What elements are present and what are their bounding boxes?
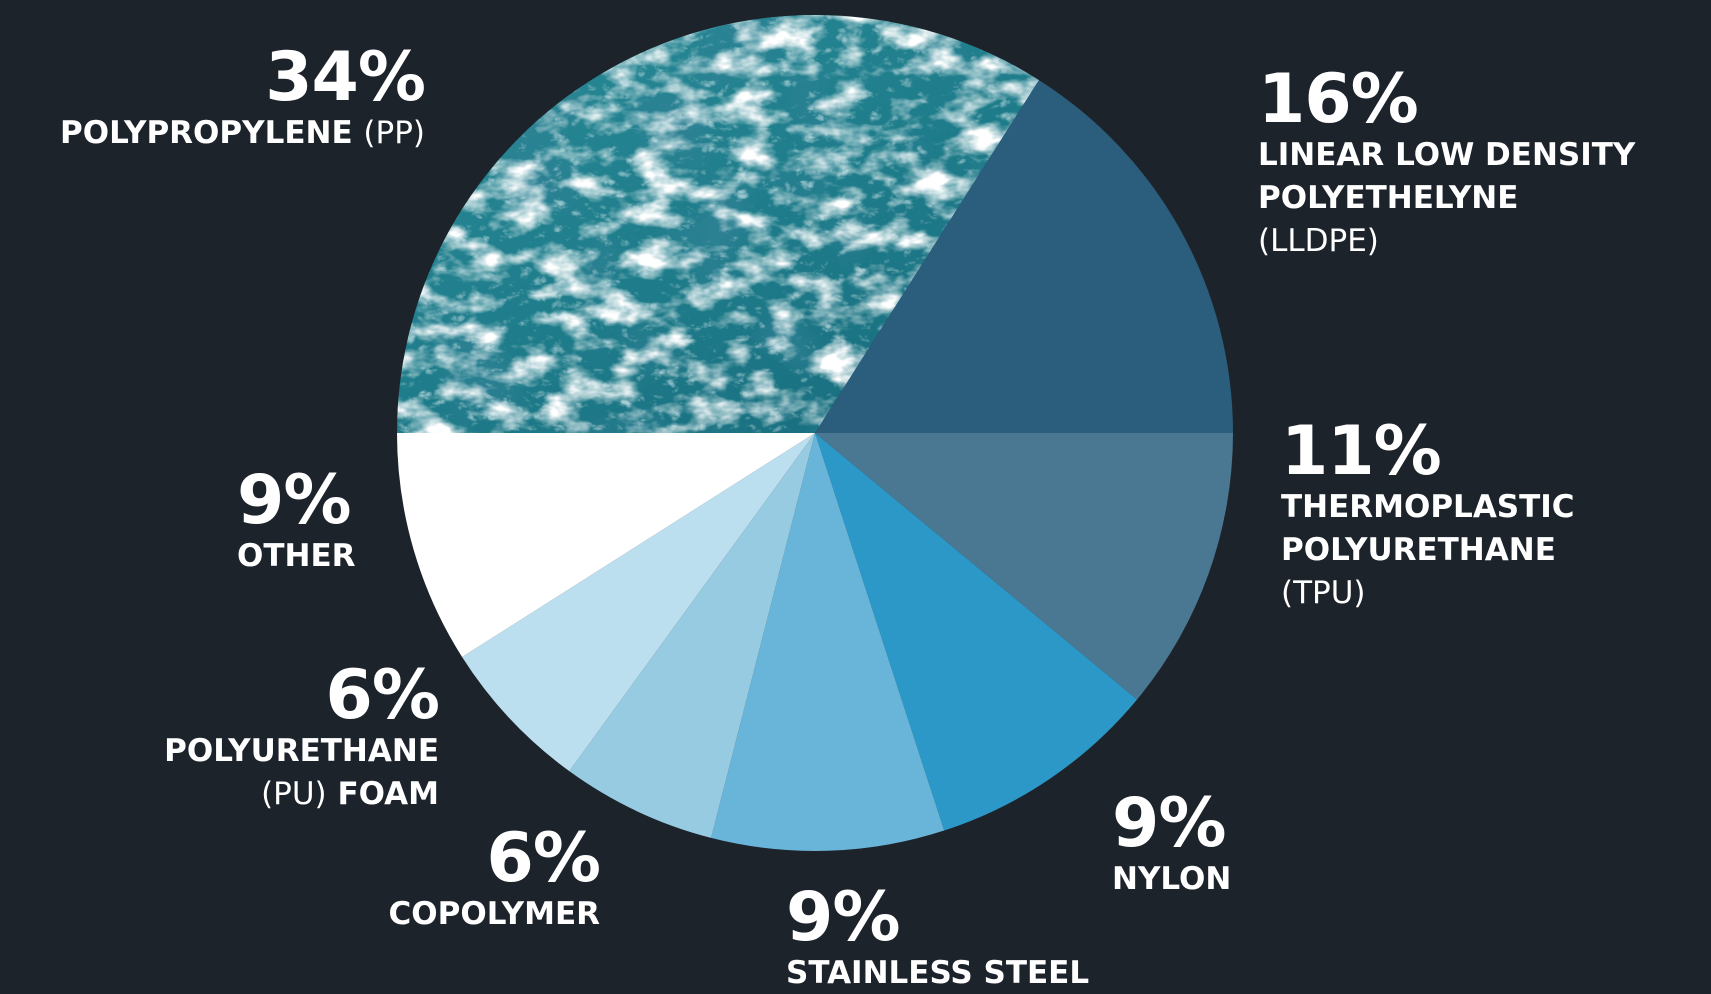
pct-label: 34% (265, 38, 426, 117)
slice-name: STAINLESS STEEL (786, 955, 1090, 991)
slice-name-line: POLYPROPYLENE (PP) (60, 112, 425, 155)
slice-abbr: (TPU) (1281, 575, 1366, 611)
pie-slices (397, 15, 1233, 852)
label-pu-foam: 6% POLYURETHANE (PU) FOAM (164, 656, 440, 816)
slice-name: POLYURETHANE (1281, 532, 1556, 568)
slice-abbr: (PU) (261, 776, 327, 812)
pie-slice-copolymer (569, 433, 815, 838)
slice-name: POLYETHELYNE (1258, 180, 1519, 216)
pct-label: 6% (325, 656, 440, 735)
pie-slice-polyurethane (462, 433, 815, 772)
label-nylon: 9% NYLON (1112, 790, 1231, 901)
slice-name: OTHER (237, 538, 356, 574)
label-polypropylene: 34% POLYPROPYLENE (PP) (60, 38, 426, 155)
pct-label: 9% (1112, 784, 1226, 863)
pie-slice-linear-low-density-polyethelyne (815, 80, 1233, 433)
slice-abbr: (PP) (363, 115, 425, 151)
label-stainless-steel: 9% STAINLESS STEEL (786, 884, 1089, 994)
pct-label: 6% (486, 819, 601, 898)
label-other: 9% OTHER (237, 467, 356, 578)
label-lldpe: 16% LINEAR LOW DENSITY POLYETHELYNE (LLD… (1258, 66, 1635, 263)
pie-slice-polypropylene (397, 15, 1039, 434)
pct-label: 16% (1258, 60, 1419, 139)
slice-name: NYLON (1112, 861, 1232, 897)
pie-slice-thermoplastic-polyurethane (815, 433, 1233, 700)
slice-name: FOAM (337, 776, 439, 812)
slice-name: POLYURETHANE (164, 733, 439, 769)
pie-slice-stainless-steel (711, 433, 945, 852)
label-copolymer: 6% COPOLYMER (388, 819, 601, 936)
pct-label: 11% (1281, 412, 1442, 491)
slice-name-line: (PU) FOAM (164, 773, 439, 816)
pct-label: 9% (237, 461, 351, 540)
slice-abbr: (LLDPE) (1258, 223, 1379, 259)
slice-name: COPOLYMER (388, 896, 600, 932)
pie-slice-other (397, 433, 815, 657)
slice-name: POLYPROPYLENE (60, 115, 353, 151)
pct-label: 9% (786, 878, 900, 957)
pie-slice-nylon (815, 433, 1138, 831)
slice-name: THERMOPLASTIC (1281, 489, 1575, 525)
slice-name: LINEAR LOW DENSITY (1258, 137, 1636, 173)
label-tpu: 11% THERMOPLASTIC POLYURETHANE (TPU) (1281, 418, 1575, 615)
